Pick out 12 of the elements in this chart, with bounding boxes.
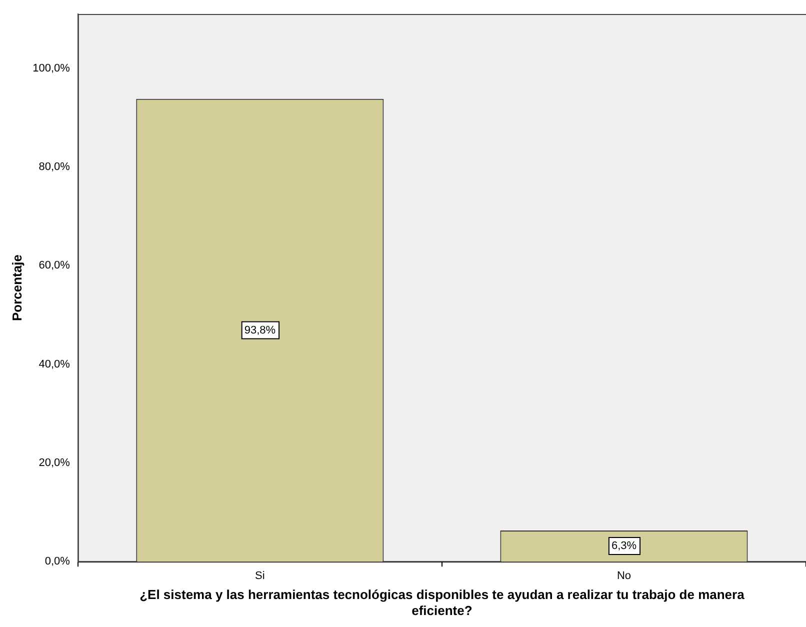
x-tick-label: Si [255, 570, 265, 582]
data-label: 93,8% [244, 324, 276, 336]
y-tick-label: 40,0% [38, 358, 70, 370]
y-tick-label: 0,0% [44, 556, 70, 568]
y-axis-title: Porcentaje [9, 254, 24, 322]
y-tick-label: 100,0% [32, 62, 70, 74]
y-tick-label: 20,0% [38, 456, 70, 469]
y-tick-label: 60,0% [38, 260, 70, 272]
y-tick-label: 80,0% [38, 160, 70, 173]
x-axis-title: ¿El sistema y las herramientas tecnológicas disponibles te ayudan a realizar tu trabajo de manera eficiente? [140, 587, 746, 618]
data-label: 6,3% [611, 540, 637, 552]
x-tick-label: No [616, 570, 632, 582]
